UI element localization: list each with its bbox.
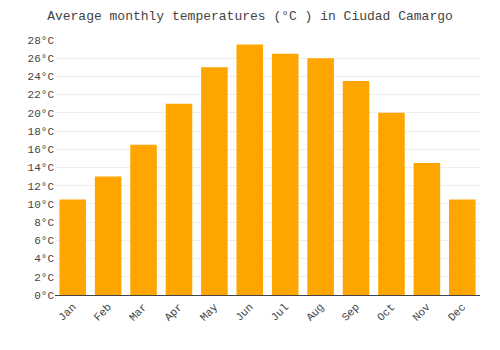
svg-text:6°C: 6°C — [34, 235, 54, 247]
svg-text:Oct: Oct — [375, 301, 397, 323]
svg-text:Average monthly temperatures (: Average monthly temperatures (°C ) in Ci… — [47, 9, 453, 24]
svg-text:16°C: 16°C — [28, 144, 55, 156]
svg-text:28°C: 28°C — [28, 35, 55, 47]
svg-text:Jul: Jul — [269, 301, 291, 323]
svg-text:Sep: Sep — [340, 301, 362, 323]
svg-text:26°C: 26°C — [28, 53, 55, 65]
svg-text:Dec: Dec — [446, 301, 468, 323]
svg-text:14°C: 14°C — [28, 162, 55, 174]
svg-text:0°C: 0°C — [34, 290, 54, 302]
svg-text:Jan: Jan — [56, 301, 78, 323]
svg-text:10°C: 10°C — [28, 199, 55, 211]
svg-text:Nov: Nov — [410, 301, 433, 324]
svg-text:May: May — [198, 301, 221, 324]
svg-text:24°C: 24°C — [28, 71, 55, 83]
svg-text:4°C: 4°C — [34, 253, 54, 265]
svg-text:Jun: Jun — [233, 301, 255, 323]
svg-text:Aug: Aug — [304, 301, 326, 323]
svg-text:Mar: Mar — [127, 301, 149, 323]
svg-text:22°C: 22°C — [28, 89, 55, 101]
svg-text:18°C: 18°C — [28, 126, 55, 138]
svg-text:Apr: Apr — [162, 301, 184, 323]
svg-text:8°C: 8°C — [34, 217, 54, 229]
svg-text:2°C: 2°C — [34, 272, 54, 284]
svg-text:12°C: 12°C — [28, 181, 55, 193]
svg-text:20°C: 20°C — [28, 108, 55, 120]
svg-text:Feb: Feb — [92, 301, 114, 323]
